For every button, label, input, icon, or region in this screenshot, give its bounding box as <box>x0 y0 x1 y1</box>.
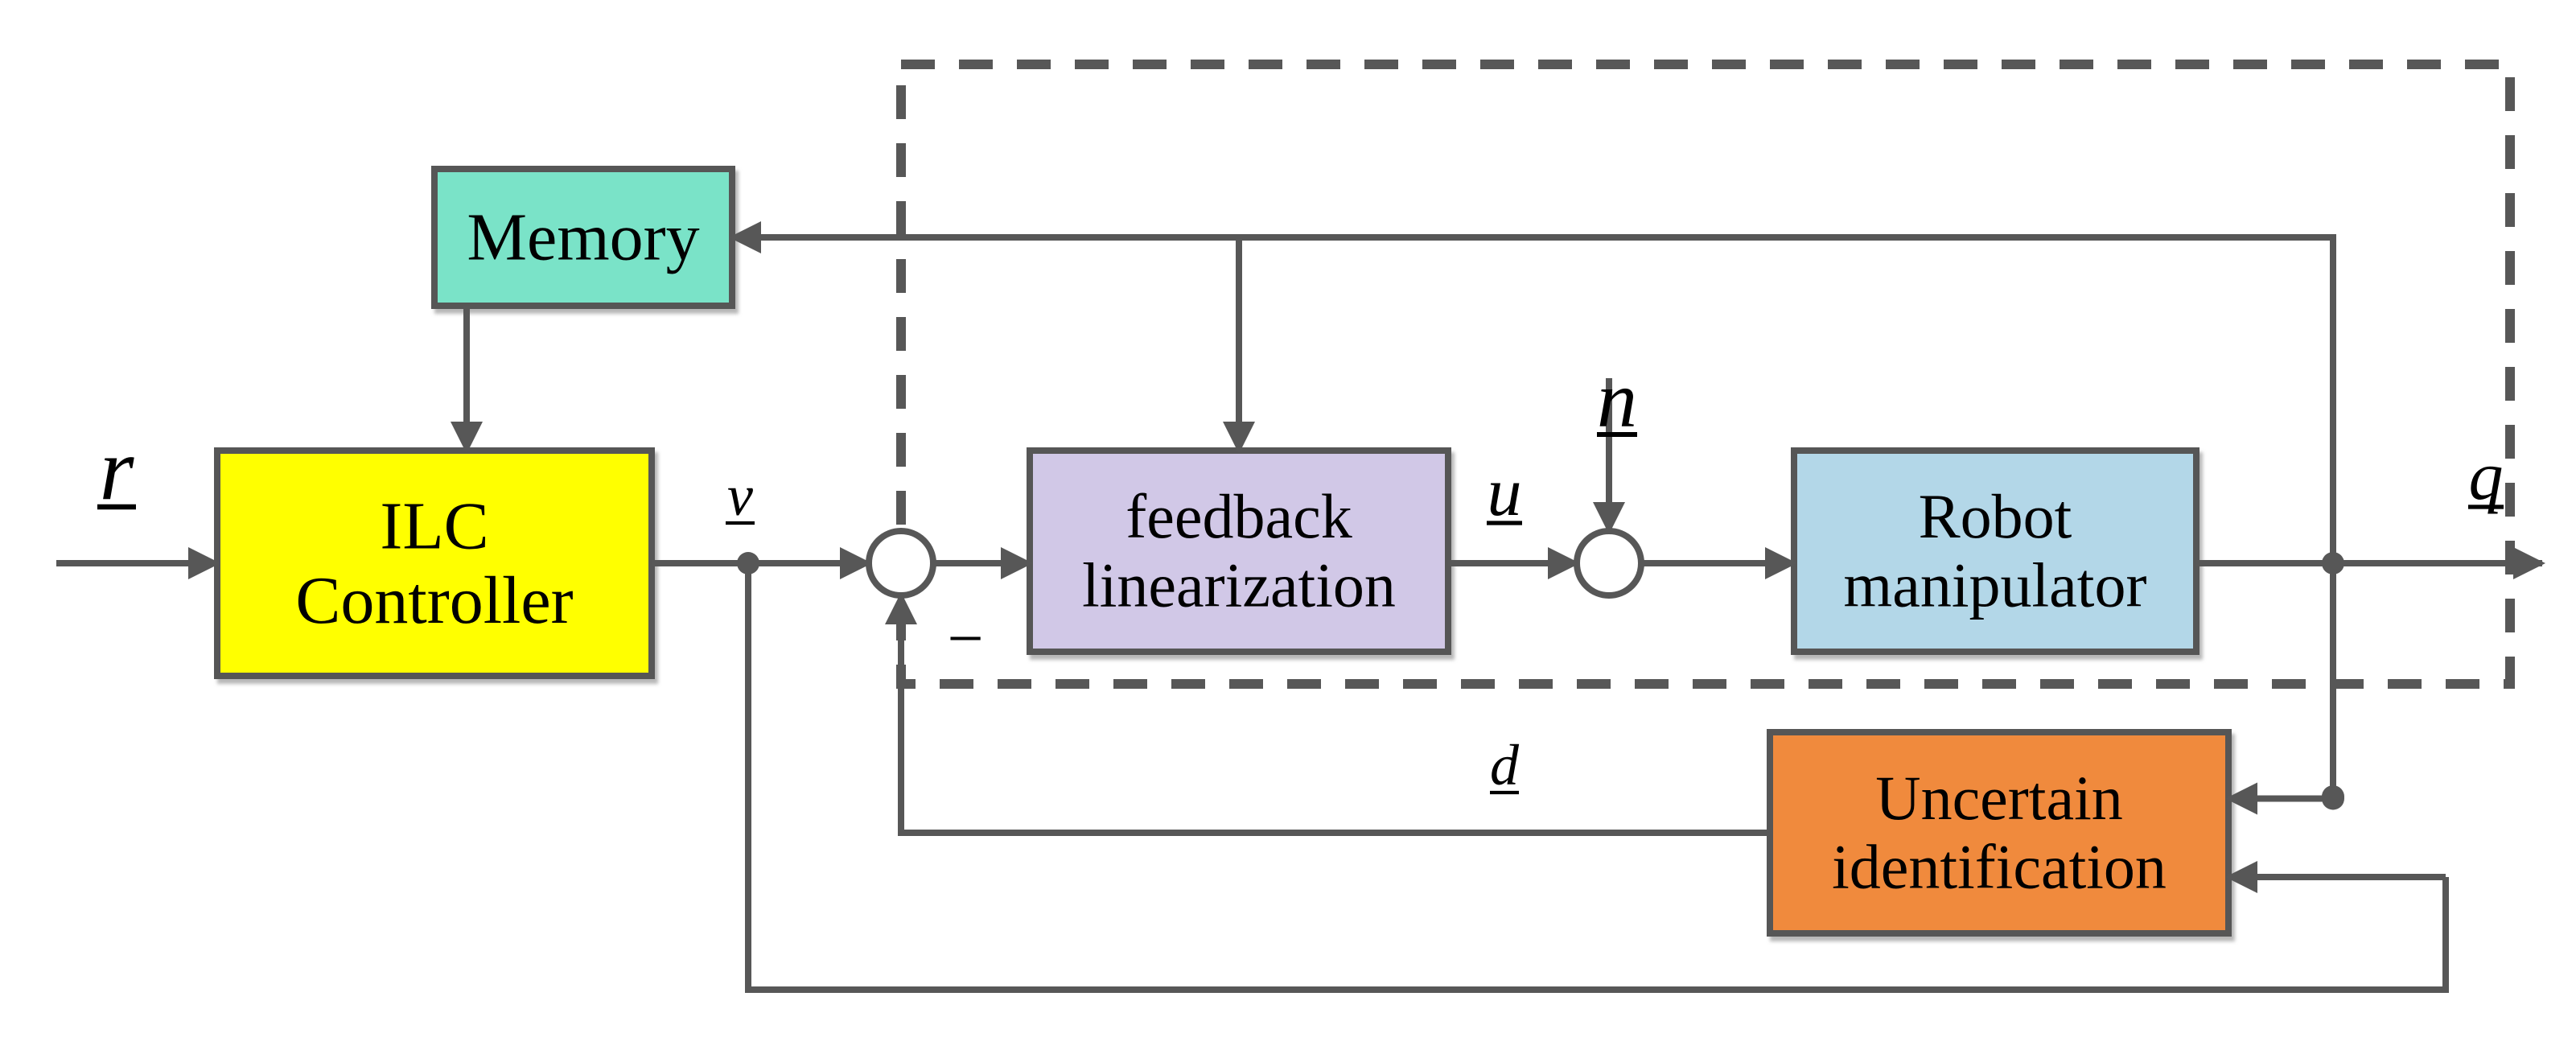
block-feedback-label-2: linearization <box>1082 550 1396 620</box>
signal-q: q <box>2469 437 2504 514</box>
minus-sign: − <box>947 603 983 674</box>
block-ilc-label-2: Controller <box>295 563 573 638</box>
signal-n: n <box>1597 355 1637 444</box>
block-uncertain-label-2: identification <box>1832 832 2167 902</box>
summer-sum2 <box>1577 531 1641 595</box>
block-diagram: Memory ILCController feedbacklinearization… <box>0 0 2576 1046</box>
signal-u: u <box>1488 453 1522 530</box>
block-robot-label-2: manipulator <box>1844 550 2147 620</box>
block-uncertain-label-1: Uncertain <box>1875 763 2123 833</box>
block-ilc-label-1: ILC <box>380 488 488 563</box>
signal-d: d <box>1490 733 1520 797</box>
block-robot-label-1: Robot <box>1919 481 2072 551</box>
signal-r: r <box>100 420 135 518</box>
block-feedback-label-1: feedback <box>1125 481 1352 551</box>
summer-sum1 <box>869 531 933 595</box>
node-q-branch <box>2322 788 2344 810</box>
block-memory-label: Memory <box>467 200 699 275</box>
signal-v: v <box>727 463 753 528</box>
